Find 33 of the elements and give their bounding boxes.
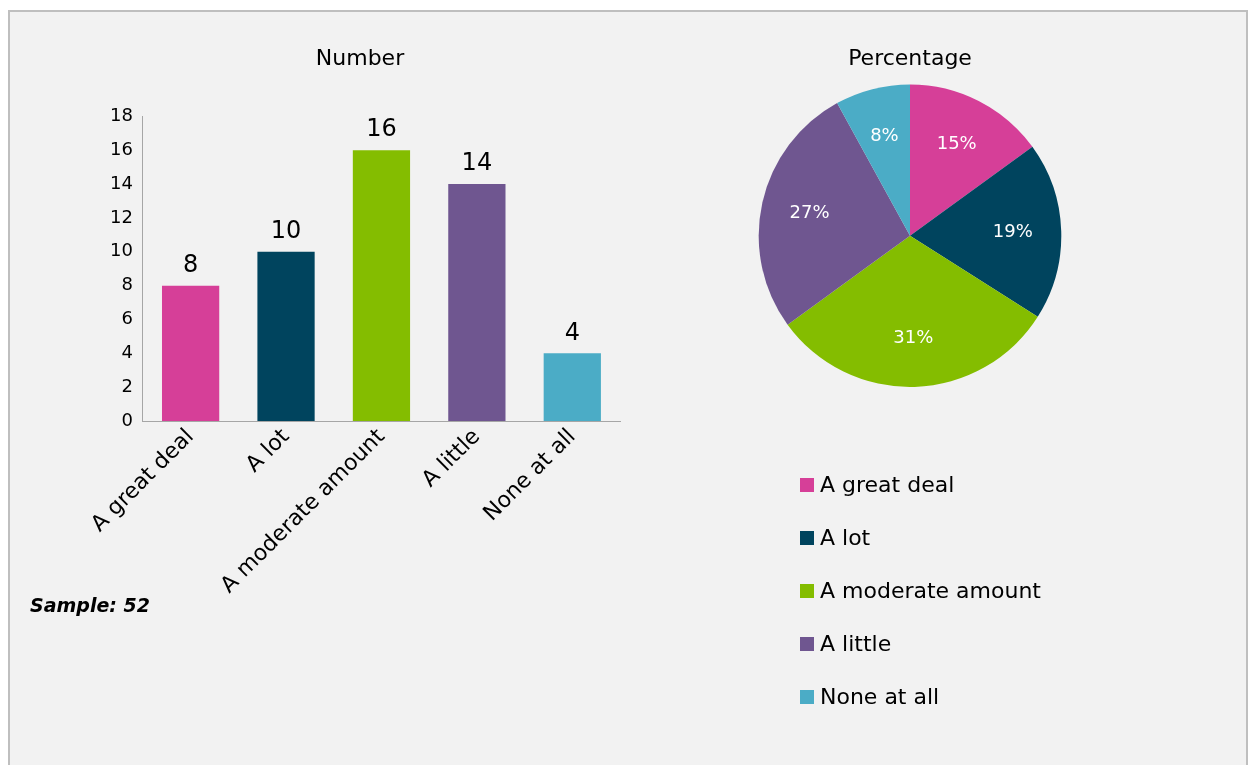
data-label: 31% [893,326,934,348]
y-tick-label: 2 [121,374,133,396]
legend-label: A lot [820,525,871,550]
data-label: 15% [936,131,977,153]
legend-label: None at all [820,684,940,709]
y-tick-label: 12 [110,205,133,227]
y-tick-label: 18 [110,104,133,126]
bar [448,184,506,422]
y-tick-label: 4 [121,341,133,363]
bar [352,150,411,422]
y-tick-label: 10 [110,239,133,261]
data-label: 8% [870,123,899,145]
bar [161,285,220,422]
data-label: 27% [789,200,830,222]
data-label: 8 [182,249,199,278]
y-tick-label: 8 [121,273,133,295]
bar [257,251,315,422]
data-label: 4 [564,317,580,346]
chart-title: Number [315,44,406,70]
text: Sample: 52 [30,594,150,616]
y-tick-label: 0 [121,408,133,430]
data-label: 16 [366,114,397,143]
legend-label: A moderate amount [820,578,1041,603]
bar [543,353,601,422]
x-tick-label: A lot [240,423,294,477]
legend-label: A little [820,631,892,656]
y-tick-label: 6 [121,307,133,329]
y-tick-label: 16 [110,137,133,159]
chart-title: Percentage [848,44,972,70]
data-label: 10 [270,216,302,245]
data-label: 14 [461,148,493,177]
data-label: 19% [992,220,1033,242]
y-tick-label: 14 [110,171,133,193]
